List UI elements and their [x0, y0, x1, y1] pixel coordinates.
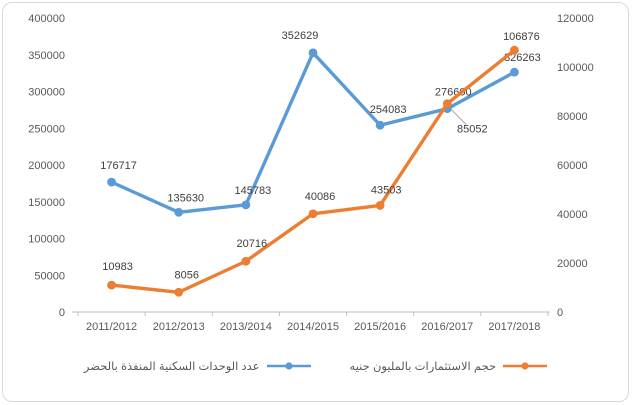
data-point-label: 40086	[305, 191, 336, 203]
data-point-marker	[241, 256, 251, 266]
x-axis-category-label: 2013/2014	[220, 321, 272, 333]
data-point-label: 85052	[457, 124, 488, 136]
y-axis-left-tick-label: 50000	[34, 270, 65, 282]
legend-label-investments: حجم الاستثمارات بالمليون جنيه	[349, 361, 497, 373]
y-axis-right-tick-label: 20000	[557, 258, 588, 270]
y-axis-left-tick-label: 150000	[28, 197, 65, 209]
y-axis-left-tick-label: 300000	[28, 87, 65, 99]
y-axis-right-tick-label: 120000	[557, 13, 594, 25]
legend-label-housing-units: عدد الوحدات السكنية المنفذة بالحضر	[83, 361, 260, 373]
data-point-marker	[308, 209, 318, 219]
y-axis-right-tick-label: 0	[557, 307, 563, 319]
x-axis-category-label: 2012/2013	[153, 321, 205, 333]
data-point-label: 135630	[167, 192, 204, 204]
y-axis-left-tick-label: 0	[59, 307, 65, 319]
x-axis-category-label: 2016/2017	[421, 321, 473, 333]
data-point-marker	[308, 48, 318, 58]
legend-item-investments[interactable]: حجم الاستثمارات بالمليون جنيه	[350, 359, 549, 373]
data-point-marker	[510, 67, 519, 77]
data-point-label: 352629	[282, 30, 319, 42]
y-axis-left-tick-label: 400000	[28, 13, 65, 25]
y-axis-right-tick-label: 80000	[557, 111, 588, 123]
legend-item-housing-units[interactable]: عدد الوحدات السكنية المنفذة بالحضر	[84, 359, 312, 373]
y-axis-right-tick-label: 60000	[557, 160, 588, 172]
data-point-marker	[174, 287, 184, 297]
y-axis-left-tick-label: 100000	[28, 234, 65, 246]
y-axis-left-tick-label: 200000	[28, 160, 65, 172]
y-axis-left-tick-label: 250000	[28, 123, 65, 135]
data-point-label: 43503	[371, 184, 402, 196]
data-label-leader-line	[450, 109, 467, 125]
y-axis-left-tick-label: 350000	[28, 50, 65, 62]
y-axis-right-tick-label: 100000	[557, 62, 594, 74]
data-point-marker	[375, 120, 385, 130]
data-point-marker	[442, 99, 452, 109]
data-point-label: 176717	[100, 160, 137, 172]
x-axis-category-label: 2015/2016	[354, 321, 406, 333]
data-point-marker	[510, 45, 519, 55]
data-point-label: 10983	[102, 261, 133, 273]
legend-key-line-blue-icon	[266, 362, 311, 370]
data-point-marker	[107, 177, 116, 187]
data-point-marker	[241, 200, 251, 210]
data-point-label: 254083	[370, 104, 407, 116]
data-point-label: 8056	[174, 269, 198, 281]
y-axis-right-tick-label: 40000	[557, 209, 588, 221]
data-point-label: 145783	[234, 185, 271, 197]
x-axis-category-label: 2014/2015	[287, 321, 339, 333]
series-line-housing-units	[109, 51, 517, 215]
legend-key-line-orange-icon	[503, 362, 548, 370]
data-point-label: 106876	[503, 31, 540, 43]
data-point-marker	[375, 201, 385, 210]
data-point-label: 20716	[237, 238, 268, 250]
x-axis-category-label: 2017/2018	[488, 321, 540, 333]
chart-legend: عدد الوحدات السكنية المنفذة بالحضر حجم ا…	[0, 352, 632, 380]
data-point-marker	[107, 280, 116, 290]
data-point-label: 326263	[504, 52, 541, 64]
x-axis-category-label: 2011/2012	[86, 321, 137, 333]
data-point-marker	[174, 207, 184, 217]
